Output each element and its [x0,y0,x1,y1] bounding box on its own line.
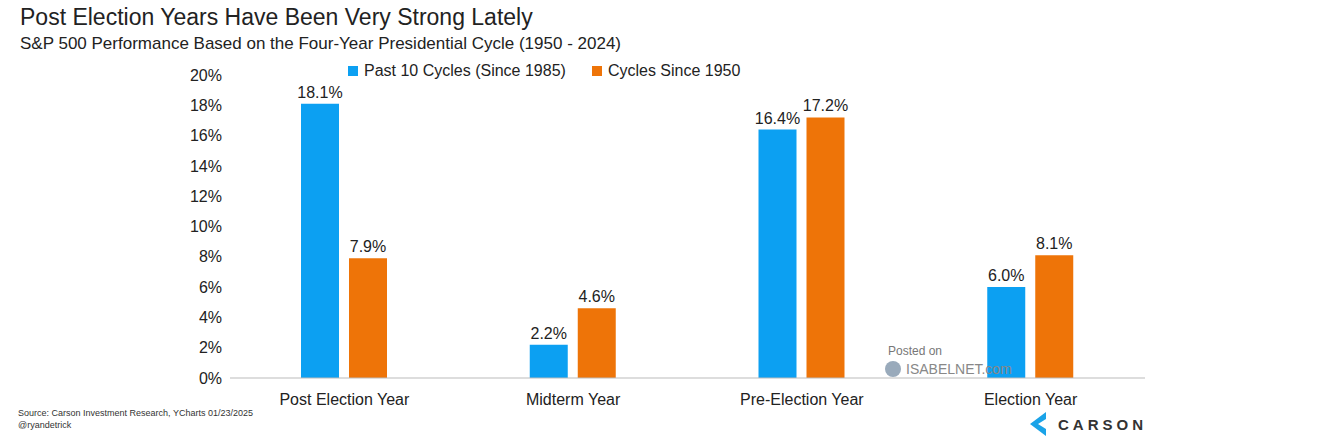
svg-text:4%: 4% [199,309,222,326]
svg-text:6.0%: 6.0% [988,267,1024,284]
svg-text:16.4%: 16.4% [755,110,800,127]
html-text:Source: Carson Investment Rese: Source: Carson Investment Research, YCha… [18,408,253,418]
html-text:Past 10 Cycles (Since 1985): Past 10 Cycles (Since 1985) [364,62,566,79]
html-text:ISABELNET.com: ISABELNET.com [906,361,1012,377]
svg-text:6%: 6% [199,279,222,296]
svg-text:Midterm Year: Midterm Year [526,391,621,408]
html-text:@ryandetrick: @ryandetrick [18,420,72,430]
svg-text:0%: 0% [199,370,222,387]
svg-text:4.6%: 4.6% [579,288,615,305]
html-text:S&P 500 Performance Based on t: S&P 500 Performance Based on the Four-Ye… [20,34,621,53]
svg-text:12%: 12% [190,188,222,205]
svg-text:18%: 18% [190,97,222,114]
svg-text:14%: 14% [190,158,222,175]
svg-text:7.9%: 7.9% [350,238,386,255]
svg-text:17.2%: 17.2% [803,97,848,114]
svg-text:Pre-Election Year: Pre-Election Year [740,391,864,408]
svg-text:2%: 2% [199,339,222,356]
html-text:Post Election Years Have Been: Post Election Years Have Been Very Stron… [20,4,533,30]
svg-text:8%: 8% [199,248,222,265]
svg-text:16%: 16% [190,127,222,144]
html-text:Posted on: Posted on [888,344,942,358]
svg-text:Post Election Year: Post Election Year [279,391,410,408]
svg-text:8.1%: 8.1% [1036,235,1072,252]
svg-text:20%: 20% [190,67,222,84]
svg-text:2.2%: 2.2% [531,325,567,342]
svg-text:10%: 10% [190,218,222,235]
svg-text:Election Year: Election Year [984,391,1078,408]
svg-text:18.1%: 18.1% [297,84,342,101]
html-text:CARSON: CARSON [1058,415,1147,433]
html-text:Cycles Since 1950: Cycles Since 1950 [607,62,741,79]
